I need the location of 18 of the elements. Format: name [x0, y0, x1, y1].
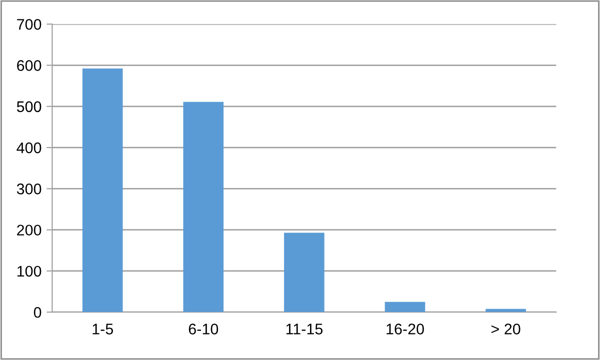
y-tick-label: 400: [16, 142, 42, 154]
y-tick-label: 600: [17, 60, 42, 71]
y-tick-label: 100: [17, 266, 42, 277]
y-tick-label: 700: [17, 18, 42, 30]
bar: [384, 302, 426, 312]
y-tick-label: 0: [34, 306, 42, 318]
y-tick-label: 300: [16, 184, 42, 194]
bar: [486, 308, 526, 312]
y-tick-label: 500: [16, 101, 42, 112]
x-tick-label: 16-20: [386, 324, 424, 334]
bar: [284, 232, 324, 312]
x-tick-label: 6-10: [188, 324, 218, 334]
bar: [82, 68, 123, 312]
x-tick-label: 1-5: [92, 324, 113, 334]
y-tick-label: 200: [17, 224, 42, 236]
x-tick-label: 11-15: [286, 324, 323, 334]
bar: [183, 102, 224, 312]
x-tick-label: > 20: [491, 324, 520, 334]
